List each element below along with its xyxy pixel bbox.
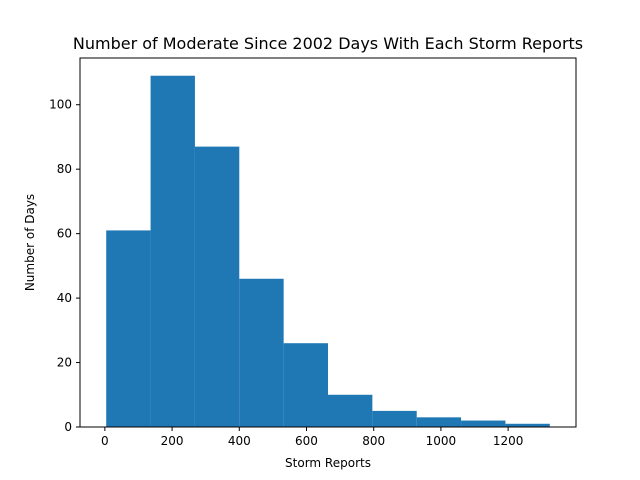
y-tick-label: 40 <box>57 291 72 305</box>
y-tick-label: 60 <box>57 227 72 241</box>
histogram-bar <box>505 423 550 427</box>
y-tick-label: 20 <box>57 356 72 370</box>
x-tick-label: 200 <box>161 434 184 448</box>
y-axis-ticks: 0 20 40 60 80 100 <box>49 98 80 434</box>
x-axis-label: Storm Reports <box>285 456 371 470</box>
histogram-bar <box>283 343 328 427</box>
histogram-bar <box>150 75 195 428</box>
x-tick-label: 400 <box>228 434 251 448</box>
x-axis-ticks: 0 200 400 600 800 1000 1200 <box>101 427 523 448</box>
x-tick-label: 0 <box>101 434 109 448</box>
histogram-bar <box>328 394 373 427</box>
y-tick-label: 80 <box>57 162 72 176</box>
histogram-bar <box>416 417 462 427</box>
chart-title: Number of Moderate Since 2002 Days With … <box>73 34 583 53</box>
plot-frame <box>79 57 577 428</box>
bars-group <box>106 75 550 428</box>
histogram-bar <box>461 420 506 427</box>
histogram-bar <box>194 146 240 427</box>
y-tick-label: 100 <box>49 98 72 112</box>
y-axis-label: Number of Days <box>23 194 37 291</box>
histogram-bar <box>372 410 417 427</box>
x-tick-label: 800 <box>362 434 385 448</box>
x-tick-label: 1200 <box>493 434 524 448</box>
histogram-bar <box>239 278 284 427</box>
x-tick-label: 600 <box>295 434 318 448</box>
histogram-bar <box>106 230 151 427</box>
x-tick-label: 1000 <box>426 434 457 448</box>
y-tick-label: 0 <box>64 420 72 434</box>
